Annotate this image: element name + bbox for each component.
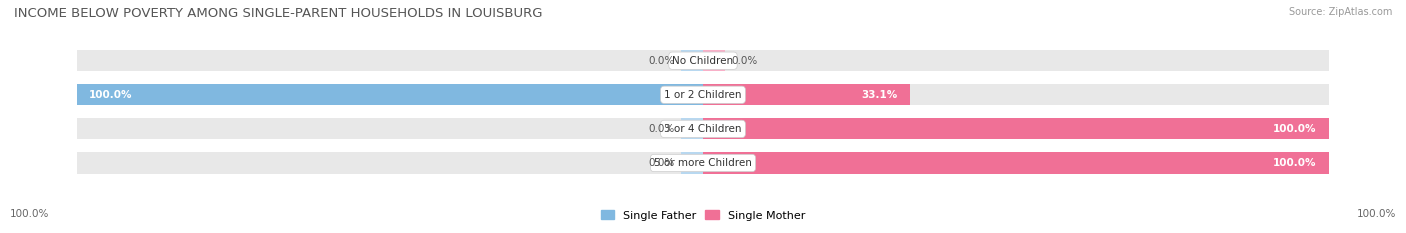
Text: 100.0%: 100.0% [1274,124,1317,134]
Text: Source: ZipAtlas.com: Source: ZipAtlas.com [1288,7,1392,17]
Bar [77,84,703,105]
Bar [703,118,1329,140]
Text: 33.1%: 33.1% [862,90,898,100]
Bar [77,118,703,140]
Text: 100.0%: 100.0% [89,90,132,100]
Bar [77,50,703,71]
Bar [681,50,703,71]
Text: 0.0%: 0.0% [648,158,675,168]
Bar [703,84,1329,105]
Text: 5 or more Children: 5 or more Children [654,158,752,168]
Bar [703,50,1329,71]
Bar [703,118,1329,140]
Text: 3 or 4 Children: 3 or 4 Children [664,124,742,134]
Bar [703,50,725,71]
Bar [77,84,703,105]
Text: 100.0%: 100.0% [1357,209,1396,219]
Bar [77,152,703,174]
Bar [703,152,1329,174]
Bar [703,152,1329,174]
Text: 100.0%: 100.0% [1274,158,1317,168]
Text: 100.0%: 100.0% [10,209,49,219]
Bar [681,152,703,174]
Text: 0.0%: 0.0% [648,124,675,134]
Bar [703,84,910,105]
Text: INCOME BELOW POVERTY AMONG SINGLE-PARENT HOUSEHOLDS IN LOUISBURG: INCOME BELOW POVERTY AMONG SINGLE-PARENT… [14,7,543,20]
Text: No Children: No Children [672,56,734,66]
Legend: Single Father, Single Mother: Single Father, Single Mother [596,206,810,225]
Bar [681,118,703,140]
Text: 1 or 2 Children: 1 or 2 Children [664,90,742,100]
Text: 0.0%: 0.0% [731,56,758,66]
Text: 0.0%: 0.0% [648,56,675,66]
